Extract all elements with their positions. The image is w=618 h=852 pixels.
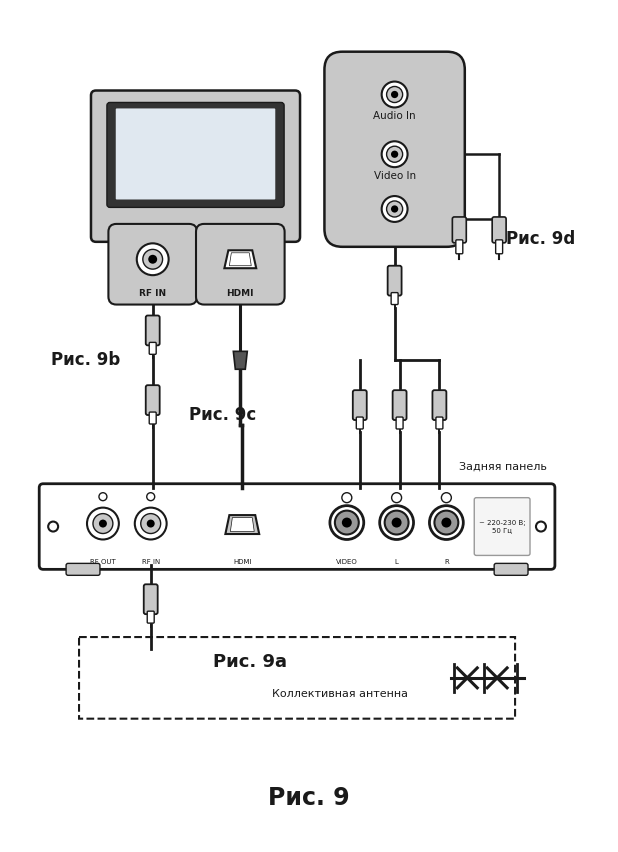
FancyBboxPatch shape xyxy=(474,498,530,556)
Circle shape xyxy=(391,91,398,98)
FancyBboxPatch shape xyxy=(396,417,403,429)
Polygon shape xyxy=(226,515,259,534)
Text: Рис. 9а: Рис. 9а xyxy=(213,653,287,671)
Circle shape xyxy=(384,510,408,534)
Circle shape xyxy=(434,510,459,534)
FancyBboxPatch shape xyxy=(357,417,363,429)
Circle shape xyxy=(391,205,398,213)
Text: VIDEO: VIDEO xyxy=(336,560,358,566)
Text: RF IN: RF IN xyxy=(142,560,160,566)
Circle shape xyxy=(536,521,546,532)
FancyBboxPatch shape xyxy=(436,417,443,429)
Circle shape xyxy=(387,201,403,217)
FancyBboxPatch shape xyxy=(494,563,528,575)
Circle shape xyxy=(342,492,352,503)
FancyBboxPatch shape xyxy=(492,217,506,243)
Circle shape xyxy=(87,508,119,539)
FancyBboxPatch shape xyxy=(146,385,159,415)
Circle shape xyxy=(392,492,402,503)
FancyBboxPatch shape xyxy=(392,390,407,420)
Circle shape xyxy=(379,505,413,539)
Circle shape xyxy=(430,505,464,539)
Polygon shape xyxy=(231,517,254,532)
FancyBboxPatch shape xyxy=(91,90,300,242)
FancyBboxPatch shape xyxy=(149,412,156,424)
FancyBboxPatch shape xyxy=(387,266,402,296)
Circle shape xyxy=(382,196,407,222)
Text: R: R xyxy=(444,560,449,566)
Circle shape xyxy=(387,147,403,162)
Circle shape xyxy=(382,141,407,167)
FancyBboxPatch shape xyxy=(66,563,100,575)
Circle shape xyxy=(99,492,107,501)
FancyBboxPatch shape xyxy=(149,343,156,354)
FancyBboxPatch shape xyxy=(452,217,467,243)
Text: Audio In: Audio In xyxy=(373,112,416,122)
Text: Рис. 9b: Рис. 9b xyxy=(51,351,121,369)
FancyBboxPatch shape xyxy=(171,232,221,255)
Polygon shape xyxy=(234,351,247,369)
Polygon shape xyxy=(224,250,256,268)
Text: RF IN: RF IN xyxy=(139,289,166,297)
Circle shape xyxy=(387,86,403,102)
Circle shape xyxy=(342,517,352,527)
Circle shape xyxy=(135,508,167,539)
FancyBboxPatch shape xyxy=(116,108,275,199)
Text: ~ 220-230 В;
50 Гц: ~ 220-230 В; 50 Гц xyxy=(479,520,525,533)
Circle shape xyxy=(143,250,163,269)
Circle shape xyxy=(382,82,407,107)
Circle shape xyxy=(193,240,198,246)
Circle shape xyxy=(141,514,161,533)
FancyBboxPatch shape xyxy=(324,52,465,247)
Circle shape xyxy=(335,510,359,534)
Circle shape xyxy=(330,505,364,539)
Circle shape xyxy=(48,521,58,532)
Text: Video In: Video In xyxy=(373,171,416,181)
Text: RF OUT: RF OUT xyxy=(90,560,116,566)
Circle shape xyxy=(146,520,154,527)
FancyBboxPatch shape xyxy=(433,390,446,420)
Text: L: L xyxy=(395,560,399,566)
FancyBboxPatch shape xyxy=(391,292,398,304)
Circle shape xyxy=(392,517,402,527)
Text: Рис. 9c: Рис. 9c xyxy=(188,406,256,424)
Circle shape xyxy=(441,492,451,503)
Polygon shape xyxy=(229,253,252,266)
FancyBboxPatch shape xyxy=(456,240,463,254)
FancyBboxPatch shape xyxy=(353,390,366,420)
Text: HDMI: HDMI xyxy=(227,289,254,297)
FancyBboxPatch shape xyxy=(39,484,555,569)
Circle shape xyxy=(146,492,154,501)
Text: Рис. 9: Рис. 9 xyxy=(268,786,350,810)
Text: HDMI: HDMI xyxy=(233,560,252,566)
FancyBboxPatch shape xyxy=(196,224,285,304)
FancyBboxPatch shape xyxy=(496,240,502,254)
FancyBboxPatch shape xyxy=(107,102,284,207)
Text: Рис. 9d: Рис. 9d xyxy=(506,230,575,248)
Text: Задняя панель: Задняя панель xyxy=(459,462,547,472)
FancyBboxPatch shape xyxy=(108,224,197,304)
Circle shape xyxy=(93,514,113,533)
FancyBboxPatch shape xyxy=(145,247,247,264)
Circle shape xyxy=(441,517,451,527)
FancyBboxPatch shape xyxy=(147,611,154,623)
Circle shape xyxy=(99,520,107,527)
FancyBboxPatch shape xyxy=(144,584,158,614)
Circle shape xyxy=(137,244,169,275)
Text: Коллективная антенна: Коллективная антенна xyxy=(272,688,408,699)
Circle shape xyxy=(148,255,157,264)
FancyBboxPatch shape xyxy=(146,315,159,345)
Circle shape xyxy=(391,151,398,158)
